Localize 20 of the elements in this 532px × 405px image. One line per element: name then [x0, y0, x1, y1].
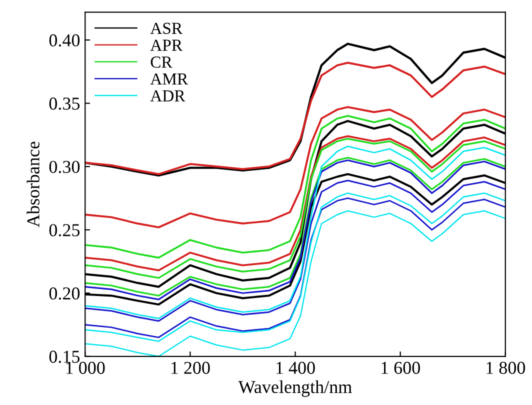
x-tick-label: 1 600	[382, 362, 420, 374]
x-tick-label: 1 800	[486, 362, 526, 374]
y-tick-label: 0.15	[49, 350, 80, 363]
x-tick-label: 1 400	[276, 362, 315, 374]
x-tick-label: 1 000	[66, 362, 105, 374]
line-series	[85, 146, 506, 320]
y-tick-label: 0.25	[49, 224, 80, 236]
y-tick-label: 0.35	[49, 98, 80, 110]
line-series	[85, 106, 506, 228]
y-tick-label: 0.40	[49, 34, 80, 47]
legend-label: APR	[150, 40, 183, 51]
legend-label: ASR	[150, 22, 183, 34]
legend-label: ADR	[150, 90, 186, 102]
y-tick-label: 0.30	[49, 160, 80, 174]
legend-label: CR	[150, 56, 172, 68]
y-axis-title: Absorbance	[26, 142, 40, 228]
legend-label: AMR	[150, 73, 188, 84]
y-tick-label: 0.20	[49, 287, 80, 300]
x-tick-label: 1 200	[171, 362, 210, 374]
x-axis-title: Wavelength/nm	[238, 380, 352, 397]
